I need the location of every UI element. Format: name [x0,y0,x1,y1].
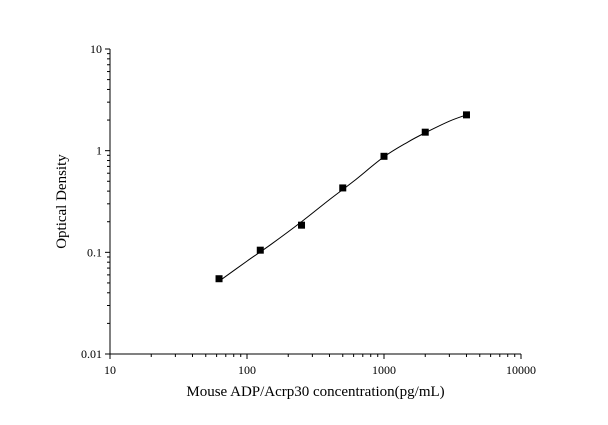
x-axis-title: Mouse ADP/Acrp30 concentration(pg/mL) [186,384,444,400]
y-tick-label: 1 [96,144,102,158]
data-point [339,184,347,192]
axes [109,49,521,355]
y-tick-label: 10 [90,42,102,56]
fit-curve-layer [218,114,467,282]
x-ticks: 10 100 1000 10000 [104,354,536,377]
y-axis-title: Optical Density [54,154,70,249]
data-point [298,221,306,229]
data-point [380,152,388,160]
data-point [215,275,223,283]
fit-curve [218,114,467,282]
y-ticks: 0.01 0.1 1 10 [81,42,110,361]
x-tick-label: 1000 [372,363,396,377]
y-tick-label: 0.01 [81,347,102,361]
data-point [462,111,470,119]
x-tick-label: 10000 [506,363,536,377]
x-tick-label: 100 [238,363,256,377]
data-point [421,128,429,136]
y-tick-label: 0.1 [87,245,102,259]
x-tick-label: 10 [104,363,116,377]
points-layer [215,111,470,283]
data-point [256,246,264,254]
